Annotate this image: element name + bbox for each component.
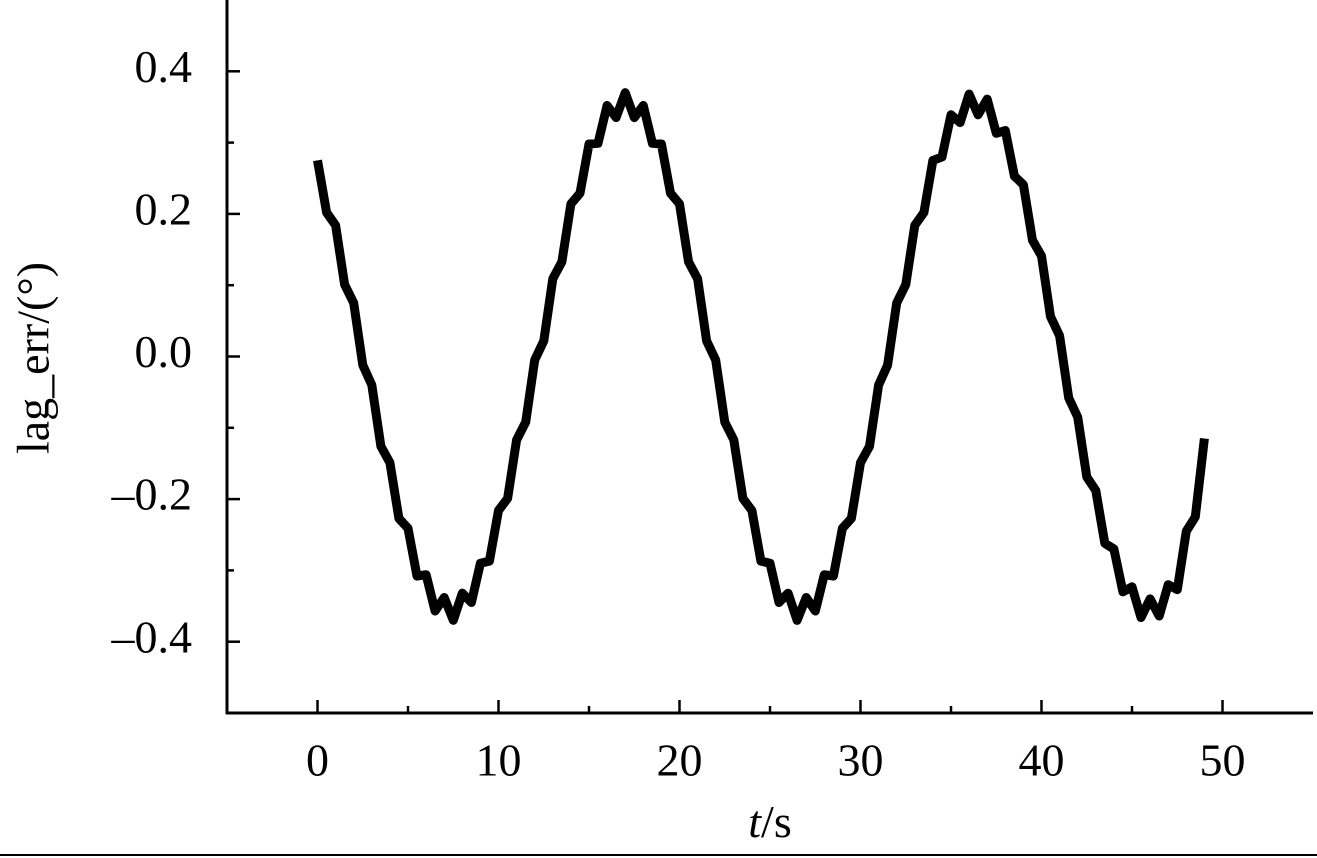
y-tick-label: 0.4 [135,41,193,92]
x-tick-label: 50 [1200,735,1246,786]
x-label-symbol: t [748,796,762,847]
y-tick-label: 0.0 [135,326,193,377]
data-line [313,88,1209,625]
x-tick-label: 20 [657,735,703,786]
y-tick-label: –0.2 [111,469,193,520]
y-tick-label: 0.2 [135,183,193,234]
x-tick-label: 40 [1019,735,1065,786]
y-axis-label: lag_err/(°) [8,262,59,454]
x-label-unit: /s [761,796,792,847]
y-tick-label: –0.4 [111,611,193,662]
x-tick-label: 0 [306,735,329,786]
x-tick-label: 30 [838,735,884,786]
x-tick-label: 10 [476,735,522,786]
x-axis-label: t/s [748,796,791,847]
